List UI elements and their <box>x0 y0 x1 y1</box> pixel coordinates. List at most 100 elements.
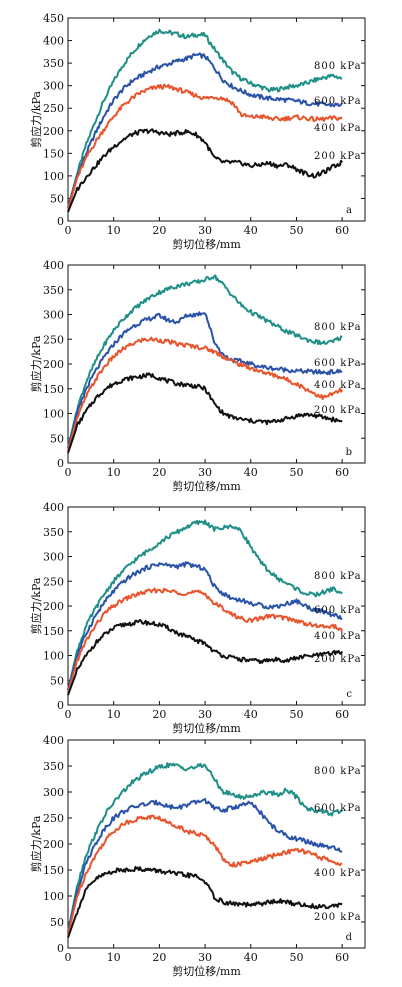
series-line-400-kpa <box>67 814 343 936</box>
y-tick-label: 450 <box>43 12 64 25</box>
y-tick-label: 300 <box>43 551 64 564</box>
y-tick-label: 250 <box>43 333 64 346</box>
y-tick-label: 250 <box>43 812 64 825</box>
y-tick-label: 200 <box>43 358 64 371</box>
x-tick-label: 10 <box>107 708 121 721</box>
x-tick-label: 40 <box>244 951 258 964</box>
x-tick-label: 20 <box>152 224 166 237</box>
series-line-200-kpa <box>67 618 344 696</box>
x-axis-title: 剪切位移/mm <box>172 964 241 978</box>
y-tick-label: 100 <box>43 650 64 663</box>
x-axis-title: 剪切位移/mm <box>172 479 241 493</box>
y-tick-label: 100 <box>43 408 64 421</box>
x-tick-label: 0 <box>65 466 72 479</box>
series-label: 600 kPa <box>314 605 362 616</box>
series-line-400-kpa <box>67 336 344 451</box>
series-line-800-kpa <box>67 28 343 208</box>
series-label: 800 kPa <box>314 61 362 72</box>
series-line-400-kpa <box>67 587 344 693</box>
x-tick-label: 60 <box>335 224 349 237</box>
panel-label: a <box>346 205 352 216</box>
x-tick-label: 10 <box>107 466 121 479</box>
x-tick-label: 40 <box>244 466 258 479</box>
y-tick-label: 0 <box>57 942 64 955</box>
series-label: 800 kPa <box>314 766 362 777</box>
x-tick-label: 0 <box>65 951 72 964</box>
x-tick-label: 30 <box>198 951 212 964</box>
y-tick-label: 150 <box>43 625 64 638</box>
y-tick-label: 50 <box>50 192 64 205</box>
y-tick-label: 400 <box>43 259 64 272</box>
y-tick-label: 50 <box>50 674 64 687</box>
series-label: 600 kPa <box>314 803 362 814</box>
series-line-200-kpa <box>67 128 343 213</box>
y-axis-title: 剪应力/kPa <box>29 815 43 872</box>
series-line-600-kpa <box>67 311 343 449</box>
x-tick-label: 50 <box>289 466 303 479</box>
x-tick-label: 50 <box>289 224 303 237</box>
series-line-400-kpa <box>67 83 343 210</box>
y-tick-label: 350 <box>43 526 64 539</box>
y-tick-label: 400 <box>43 501 64 514</box>
series-label: 600 kPa <box>314 358 362 369</box>
y-tick-label: 300 <box>43 80 64 93</box>
y-tick-label: 150 <box>43 383 64 396</box>
x-tick-label: 10 <box>107 951 121 964</box>
y-tick-label: 200 <box>43 838 64 851</box>
series-label: 200 kPa <box>314 654 362 665</box>
x-tick-label: 60 <box>335 708 349 721</box>
x-tick-label: 20 <box>152 708 166 721</box>
series-label: 800 kPa <box>314 322 362 333</box>
plot-frame-a <box>67 17 366 222</box>
series-label: 200 kPa <box>314 912 362 923</box>
series-label: 400 kPa <box>314 868 362 879</box>
series-line-200-kpa <box>67 866 343 938</box>
x-tick-label: 20 <box>152 951 166 964</box>
panel-label: c <box>346 689 352 700</box>
y-tick-label: 150 <box>43 864 64 877</box>
x-tick-label: 30 <box>198 224 212 237</box>
series-line-800-kpa <box>67 762 343 933</box>
y-tick-label: 200 <box>43 600 64 613</box>
series-label: 400 kPa <box>314 380 362 391</box>
y-tick-label: 150 <box>43 147 64 160</box>
series-line-200-kpa <box>67 372 343 454</box>
x-tick-label: 0 <box>65 708 72 721</box>
y-tick-label: 50 <box>50 432 64 445</box>
x-tick-label: 60 <box>335 466 349 479</box>
x-tick-label: 40 <box>244 708 258 721</box>
y-tick-label: 350 <box>43 760 64 773</box>
series-line-800-kpa <box>67 519 343 691</box>
y-tick-label: 0 <box>57 215 64 228</box>
y-axis-title: 剪应力/kPa <box>29 91 43 148</box>
series-line-600-kpa <box>67 561 343 691</box>
y-tick-label: 250 <box>43 575 64 588</box>
y-tick-label: 0 <box>57 457 64 470</box>
y-tick-label: 300 <box>43 786 64 799</box>
y-tick-label: 300 <box>43 309 64 322</box>
y-tick-label: 100 <box>43 170 64 183</box>
x-tick-label: 50 <box>289 951 303 964</box>
y-tick-label: 0 <box>57 699 64 712</box>
x-tick-label: 30 <box>198 466 212 479</box>
series-line-600-kpa <box>67 798 343 933</box>
series-label: 400 kPa <box>314 631 362 642</box>
series-line-800-kpa <box>67 274 343 449</box>
y-tick-label: 250 <box>43 102 64 115</box>
y-tick-label: 400 <box>43 35 64 48</box>
panel-label: d <box>346 932 353 943</box>
y-axis-title: 剪应力/kPa <box>29 335 43 392</box>
x-tick-label: 10 <box>107 224 121 237</box>
x-tick-label: 40 <box>244 224 258 237</box>
y-tick-label: 100 <box>43 890 64 903</box>
y-tick-label: 400 <box>43 734 64 747</box>
series-label: 200 kPa <box>314 405 362 416</box>
x-tick-label: 20 <box>152 466 166 479</box>
y-tick-label: 350 <box>43 284 64 297</box>
y-axis-title: 剪应力/kPa <box>29 577 43 634</box>
series-line-600-kpa <box>67 52 343 208</box>
y-tick-label: 50 <box>50 916 64 929</box>
series-label: 600 kPa <box>314 96 362 107</box>
x-tick-label: 50 <box>289 708 303 721</box>
